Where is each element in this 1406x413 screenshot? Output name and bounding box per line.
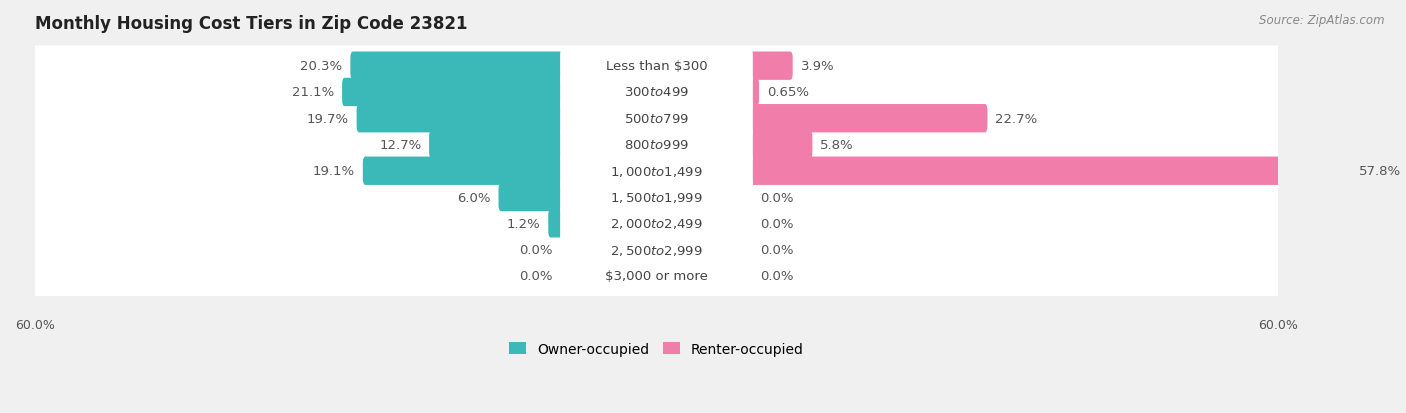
Text: 0.0%: 0.0% [761, 270, 793, 282]
Text: 0.0%: 0.0% [519, 270, 553, 282]
FancyBboxPatch shape [747, 131, 813, 159]
FancyBboxPatch shape [27, 230, 1286, 270]
Text: 0.0%: 0.0% [761, 191, 793, 204]
Text: 0.0%: 0.0% [761, 217, 793, 230]
FancyBboxPatch shape [357, 105, 565, 133]
FancyBboxPatch shape [560, 205, 752, 242]
FancyBboxPatch shape [560, 179, 752, 216]
Text: Monthly Housing Cost Tiers in Zip Code 23821: Monthly Housing Cost Tiers in Zip Code 2… [35, 15, 467, 33]
FancyBboxPatch shape [747, 157, 1351, 185]
FancyBboxPatch shape [560, 74, 752, 112]
Text: 1.2%: 1.2% [506, 217, 540, 230]
Text: 12.7%: 12.7% [380, 139, 422, 152]
Text: $1,500 to $1,999: $1,500 to $1,999 [610, 190, 703, 204]
Text: $3,000 or more: $3,000 or more [605, 270, 709, 282]
FancyBboxPatch shape [27, 99, 1286, 139]
FancyBboxPatch shape [560, 126, 752, 164]
Text: 6.0%: 6.0% [457, 191, 491, 204]
FancyBboxPatch shape [747, 78, 759, 107]
Text: Less than $300: Less than $300 [606, 60, 707, 73]
FancyBboxPatch shape [27, 177, 1286, 218]
FancyBboxPatch shape [27, 151, 1286, 192]
Text: $800 to $999: $800 to $999 [624, 139, 689, 152]
Text: 19.7%: 19.7% [307, 112, 349, 126]
FancyBboxPatch shape [560, 153, 752, 190]
FancyBboxPatch shape [499, 183, 565, 212]
Text: $2,000 to $2,499: $2,000 to $2,499 [610, 217, 703, 231]
FancyBboxPatch shape [27, 73, 1286, 113]
Text: 57.8%: 57.8% [1358, 165, 1400, 178]
Text: 5.8%: 5.8% [820, 139, 853, 152]
FancyBboxPatch shape [747, 52, 793, 81]
FancyBboxPatch shape [548, 209, 565, 238]
Text: $500 to $799: $500 to $799 [624, 112, 689, 126]
Text: $2,500 to $2,999: $2,500 to $2,999 [610, 243, 703, 257]
Text: Source: ZipAtlas.com: Source: ZipAtlas.com [1260, 14, 1385, 27]
FancyBboxPatch shape [747, 105, 987, 133]
Text: 22.7%: 22.7% [995, 112, 1038, 126]
FancyBboxPatch shape [560, 258, 752, 295]
Text: 3.9%: 3.9% [800, 60, 834, 73]
Text: 20.3%: 20.3% [301, 60, 343, 73]
FancyBboxPatch shape [342, 78, 565, 107]
FancyBboxPatch shape [27, 256, 1286, 297]
Text: 21.1%: 21.1% [292, 86, 335, 99]
FancyBboxPatch shape [27, 204, 1286, 244]
FancyBboxPatch shape [560, 231, 752, 268]
Legend: Owner-occupied, Renter-occupied: Owner-occupied, Renter-occupied [503, 337, 810, 361]
FancyBboxPatch shape [27, 46, 1286, 87]
FancyBboxPatch shape [560, 100, 752, 138]
Text: 19.1%: 19.1% [314, 165, 356, 178]
Text: 0.0%: 0.0% [761, 244, 793, 256]
FancyBboxPatch shape [560, 48, 752, 85]
Text: 0.0%: 0.0% [519, 244, 553, 256]
FancyBboxPatch shape [429, 131, 565, 159]
Text: $1,000 to $1,499: $1,000 to $1,499 [610, 164, 703, 178]
FancyBboxPatch shape [350, 52, 565, 81]
Text: 0.65%: 0.65% [766, 86, 808, 99]
FancyBboxPatch shape [27, 125, 1286, 165]
FancyBboxPatch shape [363, 157, 565, 185]
Text: $300 to $499: $300 to $499 [624, 86, 689, 99]
